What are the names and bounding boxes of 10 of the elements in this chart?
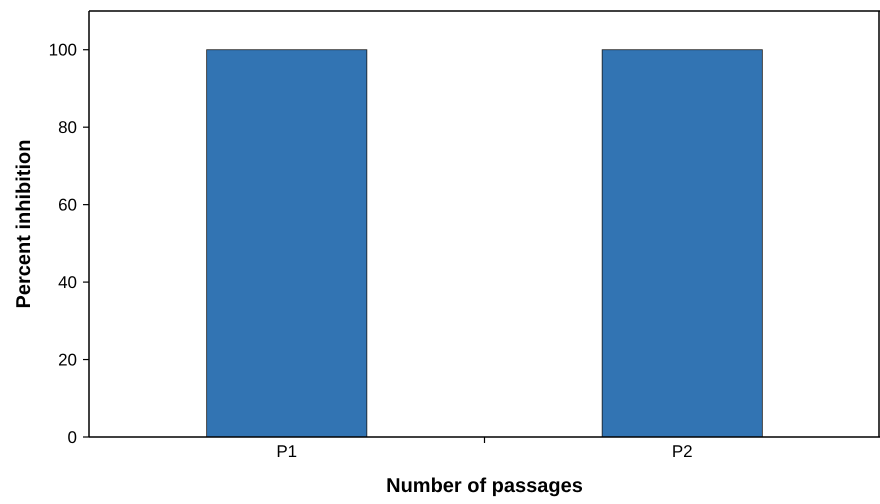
y-tick-label: 0 [68,428,77,447]
y-axis-title: Percent inhibition [13,140,35,308]
x-axis-title: Number of passages [386,475,583,497]
y-tick-label: 80 [58,118,77,138]
x-tick-label: P1 [276,442,298,461]
y-tick-label: 40 [58,273,77,292]
y-tick-label: 20 [58,350,77,370]
x-tick-label: P2 [672,442,693,461]
y-tick-label: 100 [48,40,77,60]
y-tick-label: 60 [58,196,77,215]
